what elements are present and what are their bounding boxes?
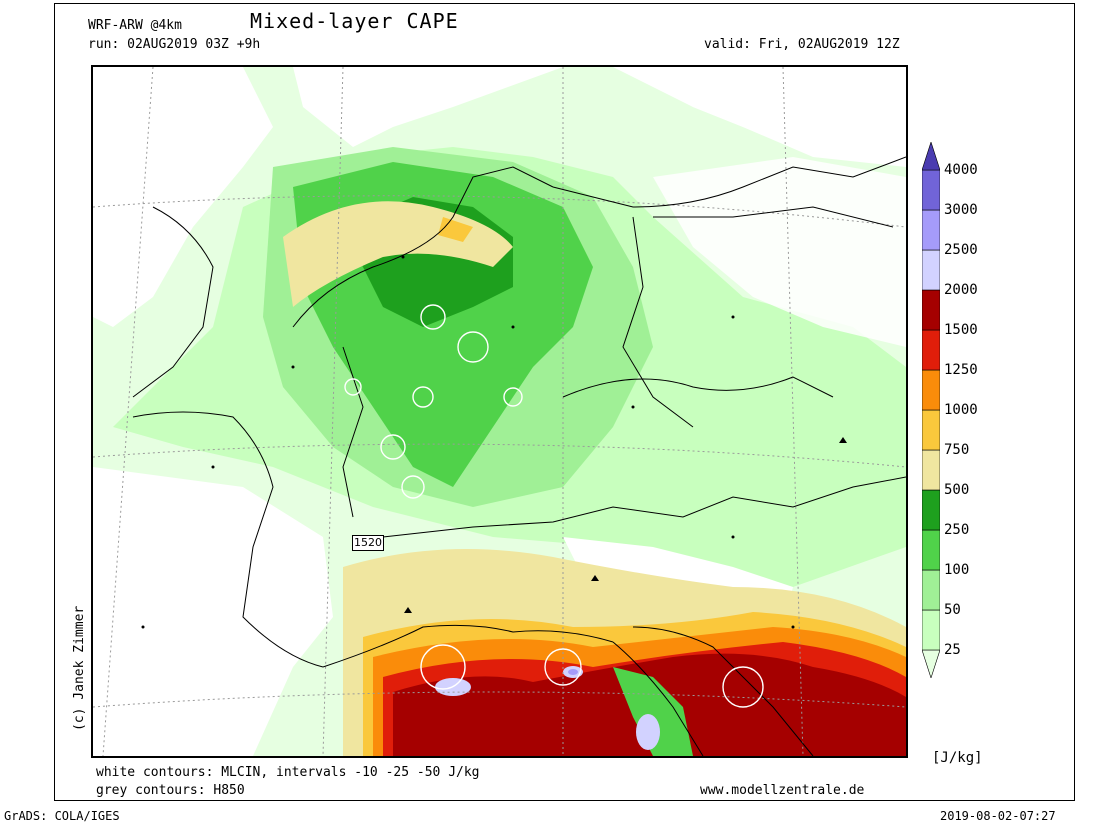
mountain-marker-3 [839,437,847,443]
credit-label: (c) Janek Zimmer [72,605,87,731]
cin-contour-8 [420,644,466,690]
model-label: WRF-ARW @4km [88,18,182,33]
colorbar-segment-13 [921,141,941,171]
cape-field-2500-c [636,714,660,750]
city-marker-2 [401,255,405,259]
cape-field-italy [613,667,693,756]
colorbar-label: 2000 [944,282,978,298]
colorbar-segment-12 [921,169,941,211]
border-germany-west [342,346,364,518]
colorbar-segment-2 [921,569,941,611]
cape-map-svg [93,67,906,756]
colorbar-label: 1500 [944,322,978,338]
cin-contour-7 [401,475,425,499]
border-alps [382,476,906,538]
colorbar-label: 3000 [944,202,978,218]
colorbar-label: 2500 [944,242,978,258]
cape-clear-west [93,67,273,327]
city-marker-1 [291,365,295,369]
colorbar-label: 4000 [944,162,978,178]
mountain-marker-2 [404,607,412,613]
coastline-baltic [552,156,906,208]
colorbar-segment-9 [921,289,941,331]
mountain-marker-1 [591,575,599,581]
city-marker-5 [731,315,735,319]
graticule-1 [102,67,154,756]
colorbar-segment-0 [921,649,941,679]
border-czech [562,376,834,398]
cape-field-3000 [568,669,578,675]
city-marker-7 [731,535,735,539]
city-marker-6 [211,465,215,469]
unit-label: [J/kg] [932,750,983,766]
border-poland [653,206,894,228]
cape-clear-east [633,67,906,167]
coastline-britain [132,206,214,398]
cin-contour-6 [503,387,523,407]
website-label: www.modellzentrale.de [700,783,865,798]
coastline-italy [612,641,704,756]
colorbar-segment-3 [921,529,941,571]
run-label: run: 02AUG2019 03Z +9h [88,37,261,52]
white-contours-note: white contours: MLCIN, intervals -10 -25… [96,765,480,780]
colorbar-label: 1000 [944,402,978,418]
coastline-north-sea [292,166,554,328]
colorbar-label: 500 [944,482,970,498]
cin-contour-4 [380,434,406,460]
cape-map [91,65,908,758]
colorbar-segment-5 [921,449,941,491]
station-label: 1520 [352,535,384,551]
colorbar-label: 50 [944,602,961,618]
colorbar-label: 750 [944,442,970,458]
plot-frame [54,3,1075,801]
city-marker-9 [141,625,145,629]
colorbar-label: 1250 [944,362,978,378]
colorbar-segment-1 [921,609,941,651]
colorbar-svg [921,141,941,679]
cape-clear-north-east [653,157,906,347]
graticule-6 [93,443,906,468]
cin-contour-3 [412,386,434,408]
chart-title: Mixed-layer CAPE [250,9,459,33]
valid-label: valid: Fri, 02AUG2019 12Z [704,37,900,52]
colorbar-segment-4 [921,489,941,531]
colorbar-segment-7 [921,369,941,411]
colorbar-segment-11 [921,209,941,251]
graticule-7 [93,691,906,708]
cin-contour-2 [457,331,489,363]
cin-contour-1 [420,304,446,330]
colorbar-segment-10 [921,249,941,291]
grads-label: GrADS: COLA/IGES [4,809,120,823]
colorbar-segment-6 [921,409,941,451]
cape-field-750-north [438,217,473,242]
colorbar-label: 25 [944,642,961,658]
colorbar-label: 100 [944,562,970,578]
cin-contour-5 [344,378,362,396]
cin-contour-10 [722,666,764,708]
city-marker-8 [791,625,795,629]
grey-contours-note: grey contours: H850 [96,783,245,798]
colorbar-label: 250 [944,522,970,538]
cin-contour-9 [544,648,582,686]
timestamp-label: 2019-08-02-07:27 [940,809,1056,823]
colorbar-segment-8 [921,329,941,371]
city-marker-3 [511,325,515,329]
coastline-mediterranean [322,624,614,668]
cape-clear-south-west [93,467,333,756]
coastline-france [132,411,324,668]
border-germany-east [622,216,694,428]
colorbar [921,141,941,679]
graticule-5 [93,195,906,228]
coastline-adriatic [632,626,814,756]
city-marker-4 [631,405,635,409]
